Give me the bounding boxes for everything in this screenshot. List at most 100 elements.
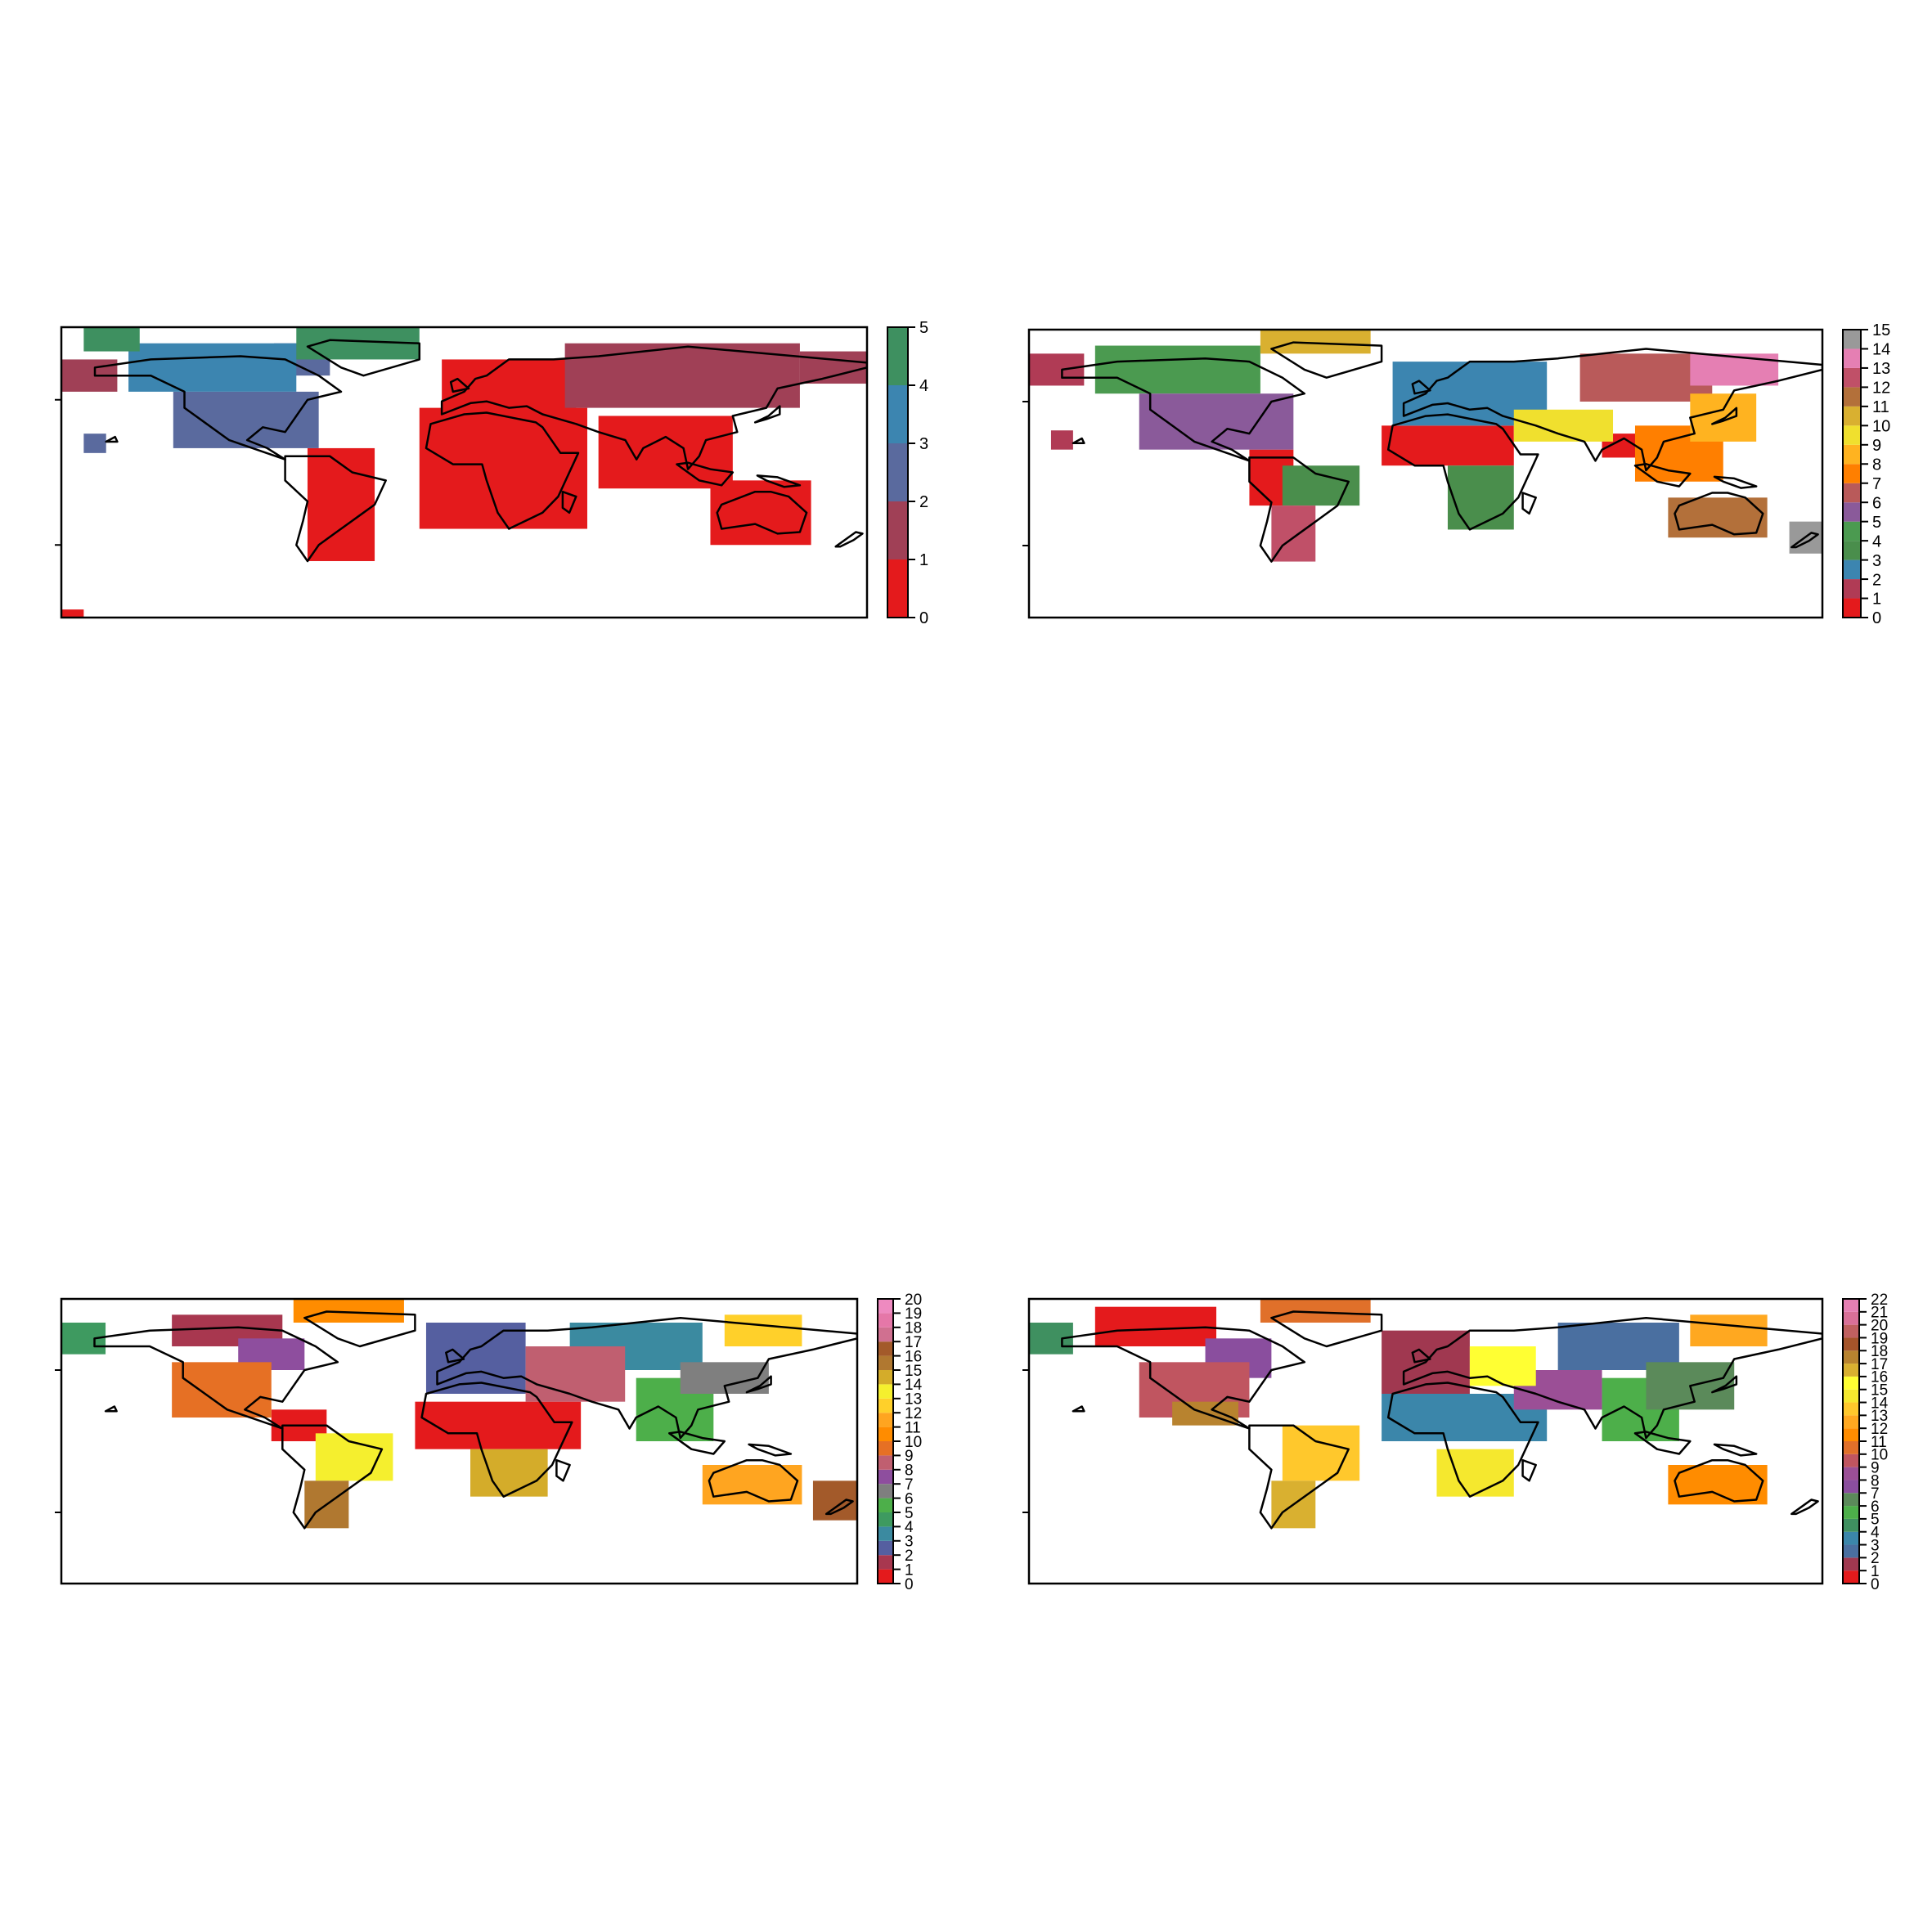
legend-swatch <box>878 1455 893 1470</box>
legend-swatch <box>1843 1324 1859 1338</box>
legend-tick-label: 11 <box>1871 1434 1887 1451</box>
coastline <box>105 435 119 443</box>
cluster-region-1 <box>799 351 867 384</box>
coastline <box>1711 1375 1738 1394</box>
legend-swatch <box>1843 1389 1859 1403</box>
coastline <box>1790 532 1819 549</box>
cluster-region-4 <box>83 327 140 352</box>
coastline <box>1713 1443 1758 1457</box>
legend-swatch <box>878 1469 893 1485</box>
cluster-region-15 <box>1469 1346 1536 1386</box>
legend-swatch <box>1843 1570 1859 1584</box>
legend-tick-label: 8 <box>1872 456 1881 474</box>
cluster-region-0 <box>1094 1306 1217 1346</box>
coastline <box>281 1424 384 1530</box>
legend-tick-label: 5 <box>1871 1512 1880 1529</box>
cluster-region-10 <box>1260 1299 1371 1323</box>
legend-swatch <box>1843 598 1861 618</box>
legend-swatch <box>1843 1402 1859 1416</box>
legend-swatch <box>1843 464 1861 483</box>
cluster-region-13 <box>315 1433 393 1481</box>
legend-swatch <box>1843 425 1861 445</box>
coastline <box>1061 1326 1306 1430</box>
legend-tick-label: 0 <box>1871 1576 1880 1593</box>
legend-swatch <box>1843 1544 1859 1558</box>
map-plot-area <box>1029 1299 1822 1530</box>
legend-swatch <box>878 1555 893 1570</box>
legend-tick-label: 6 <box>1872 494 1881 512</box>
coastline <box>1061 357 1306 462</box>
map-plot-area <box>61 1299 857 1530</box>
legend-swatch <box>878 1327 893 1342</box>
legend-tick-label: 10 <box>1872 418 1890 436</box>
legend-tick-label: 4 <box>919 377 928 395</box>
legend-tick-label: 7 <box>1871 1485 1880 1503</box>
legend-swatch <box>1843 579 1861 599</box>
legend-swatch <box>878 1512 893 1527</box>
legend-swatch <box>887 559 908 618</box>
legend-tick-label: 1 <box>1872 591 1881 609</box>
coastline <box>716 490 808 535</box>
coastline <box>425 411 580 530</box>
legend-swatch <box>1843 502 1861 522</box>
legend-swatch <box>1843 1493 1859 1507</box>
legend-tick-label: 16 <box>1871 1369 1888 1386</box>
legend-swatch <box>1843 483 1861 503</box>
legend-tick-label: 7 <box>905 1476 914 1494</box>
legend-swatch <box>1843 1531 1859 1545</box>
coastline <box>745 1375 772 1394</box>
legend-tick-label: 2 <box>905 1548 914 1565</box>
legend-tick-label: 4 <box>905 1519 914 1536</box>
legend-tick-label: 0 <box>905 1576 914 1593</box>
coastline <box>1072 437 1085 445</box>
legend-tick-label: 5 <box>919 319 928 337</box>
legend-swatch <box>1843 1441 1859 1454</box>
cluster-region-10 <box>293 1299 404 1323</box>
cluster-region-3 <box>1447 465 1514 530</box>
legend-swatch <box>878 1341 893 1356</box>
legend-swatch <box>887 327 908 385</box>
map-panel-k5: 0 1 2 3 4 5 <box>55 319 928 627</box>
coastline <box>1386 1382 1539 1498</box>
legend-tick-label: 12 <box>905 1405 922 1422</box>
legend-swatch <box>878 1484 893 1498</box>
coastline <box>1633 1431 1692 1455</box>
coastline <box>668 1431 726 1455</box>
legend-swatch <box>1843 387 1861 407</box>
cluster-region-12 <box>724 1314 802 1346</box>
legend-tick-label: 17 <box>1871 1356 1888 1373</box>
legend-swatch <box>1843 330 1861 349</box>
map-plot-area <box>61 327 867 618</box>
legend-swatch <box>1843 1337 1859 1351</box>
cluster-region-5 <box>1139 393 1294 450</box>
legend-tick-label: 15 <box>1872 321 1890 339</box>
legend-swatch <box>878 1441 893 1456</box>
cluster-region-1 <box>1050 430 1073 450</box>
coastline <box>555 1458 571 1482</box>
legend-tick-label: 9 <box>905 1448 914 1465</box>
coastline <box>1270 341 1383 379</box>
legend-swatch <box>1843 348 1861 368</box>
legend-tick-label: 2 <box>1871 1550 1880 1567</box>
map-frame <box>60 1297 859 1585</box>
legend-tick-label: 18 <box>905 1320 922 1337</box>
legend-swatch <box>1843 1415 1859 1429</box>
legend-swatch <box>878 1370 893 1385</box>
legend-tick-label: 18 <box>1871 1343 1888 1360</box>
legend-swatch <box>1843 1467 1859 1480</box>
cluster-region-0 <box>598 416 733 489</box>
legend-tick-label: 12 <box>1871 1421 1888 1438</box>
coastline <box>748 1443 793 1457</box>
legend-tick-label: 22 <box>1871 1292 1888 1309</box>
legend-tick-label: 17 <box>905 1334 922 1351</box>
cluster-region-13 <box>1690 353 1779 386</box>
legend-swatch <box>1843 1364 1859 1377</box>
coastline <box>1674 492 1764 536</box>
cluster-region-0 <box>415 1401 582 1449</box>
coastline <box>824 1498 854 1516</box>
legend-tick-label: 5 <box>905 1505 914 1522</box>
coastline <box>708 1458 799 1503</box>
coastline <box>303 1310 416 1348</box>
